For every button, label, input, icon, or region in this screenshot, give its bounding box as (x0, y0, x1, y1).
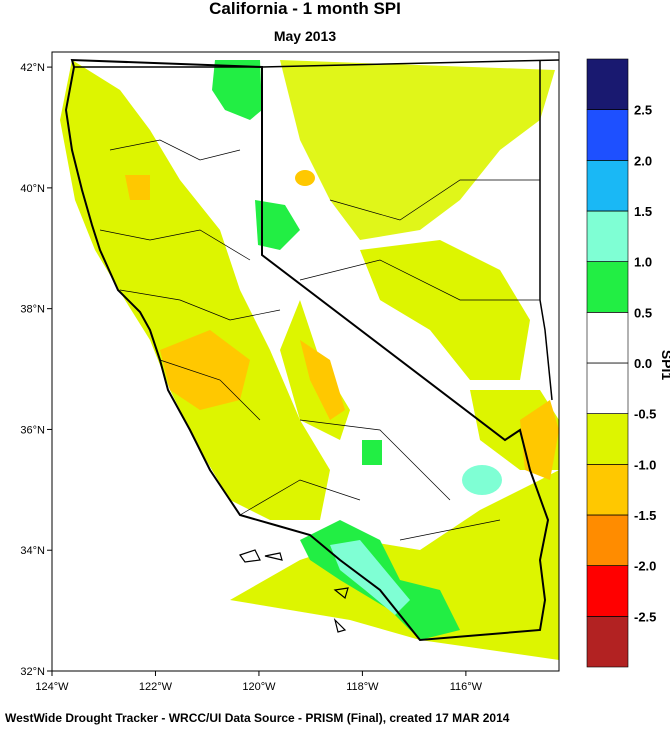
colorbar-tick-label: -0.5 (634, 407, 656, 422)
y-tick-label: 36°N (20, 424, 45, 436)
colorbar-bin (586, 616, 629, 668)
y-tick-label: 40°N (20, 183, 45, 195)
x-tick-label: 116°W (450, 681, 483, 693)
spi-field (60, 60, 559, 660)
colorbar-label: SPI1 (659, 350, 670, 381)
colorbar-tick-label: -1.5 (634, 508, 656, 523)
y-tick-label: 38°N (20, 304, 45, 316)
boundaries (64, 58, 560, 642)
y-tick-label: 32°N (20, 666, 45, 678)
y-tick-label: 42°N (20, 62, 45, 74)
colorbar-bin (586, 58, 629, 110)
footer: WestWide Drought Tracker - WRCC/UI Data … (5, 711, 510, 725)
colorbar-tick-label: 1.0 (634, 255, 652, 270)
colorbar-tick-label: -2.0 (634, 559, 656, 574)
y-tick-label: 34°N (20, 545, 45, 557)
map-body (51, 51, 560, 672)
colorbar-bin (586, 362, 629, 414)
x-tick-label: 118°W (346, 681, 379, 693)
map-frame (51, 51, 560, 672)
colorbar-bin (586, 109, 629, 161)
colorbar-bin (586, 413, 629, 465)
colorbar-bin (586, 565, 629, 617)
subtitle: May 2013 (274, 28, 336, 44)
title: California - 1 month SPI (209, 0, 401, 18)
colorbar-tick-label: 2.5 (634, 103, 652, 118)
colorbar: SPI1 (659, 350, 670, 381)
colorbar-tick-label: -1.0 (634, 457, 656, 472)
colorbar-bin (586, 514, 629, 566)
colorbar-bin (586, 160, 629, 212)
x-tick-label: 122°W (139, 681, 173, 693)
colorbar-bin (586, 261, 629, 313)
colorbar-tick-label: 0.0 (634, 356, 652, 371)
x-tick-label: 124°W (35, 681, 69, 693)
x-tick-label: 120°W (242, 681, 276, 693)
colorbar-bin (586, 464, 629, 516)
colorbar-tick-label: -2.5 (634, 609, 656, 624)
colorbar-bin (586, 210, 629, 262)
colorbar-bin (586, 312, 629, 364)
colorbar-tick-label: 0.5 (634, 305, 652, 320)
colorbar-tick-label: 1.5 (634, 204, 652, 219)
colorbar-tick-label: 2.0 (634, 153, 652, 168)
